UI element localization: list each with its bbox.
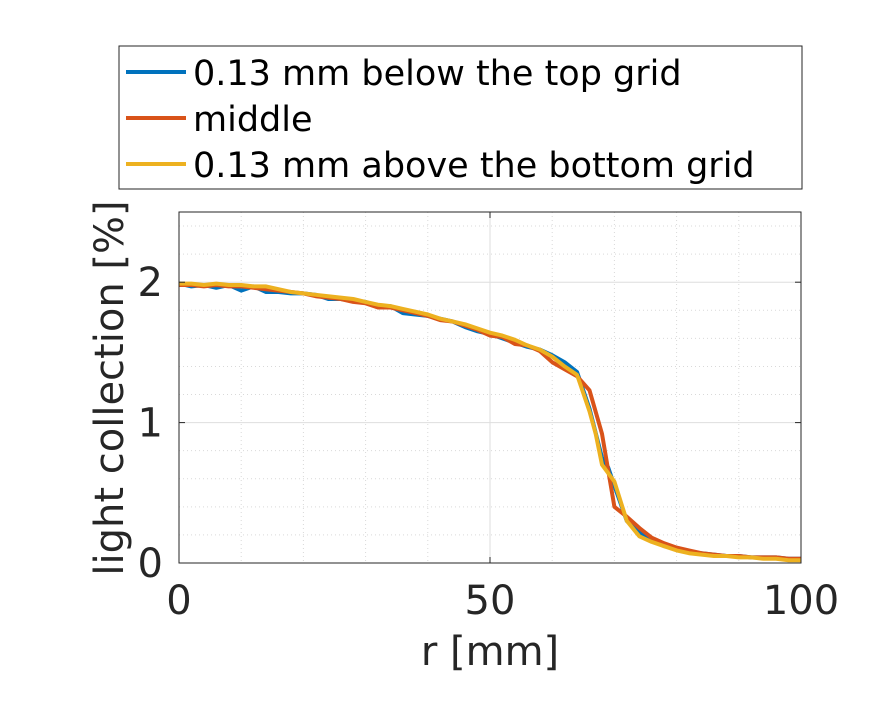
legend: 0.13 mm below the top grid middle 0.13 m… xyxy=(118,45,803,190)
x-tick-label: 100 xyxy=(763,578,839,624)
legend-box xyxy=(118,45,803,190)
x-tick-label: 0 xyxy=(166,578,191,624)
y-axis-label: light collection [%] xyxy=(87,200,133,575)
y-tick-label: 2 xyxy=(138,260,163,306)
series-line-2 xyxy=(179,281,801,563)
legend-label-series-0: 0.13 mm below the top grid xyxy=(193,54,682,94)
y-tick-label: 0 xyxy=(138,541,163,587)
major-grid xyxy=(179,212,801,563)
series-layer xyxy=(178,281,801,563)
legend-label-series-2: 0.13 mm above the bottom grid xyxy=(193,146,755,186)
y-tick-label: 1 xyxy=(138,401,163,447)
ticks xyxy=(178,212,802,564)
tick-labels: 0 50 100 0 1 2 xyxy=(138,260,840,624)
x-tick-label: 50 xyxy=(465,578,516,624)
x-axis-label: r [mm] xyxy=(421,629,559,675)
legend-label-series-1: middle xyxy=(193,100,313,140)
